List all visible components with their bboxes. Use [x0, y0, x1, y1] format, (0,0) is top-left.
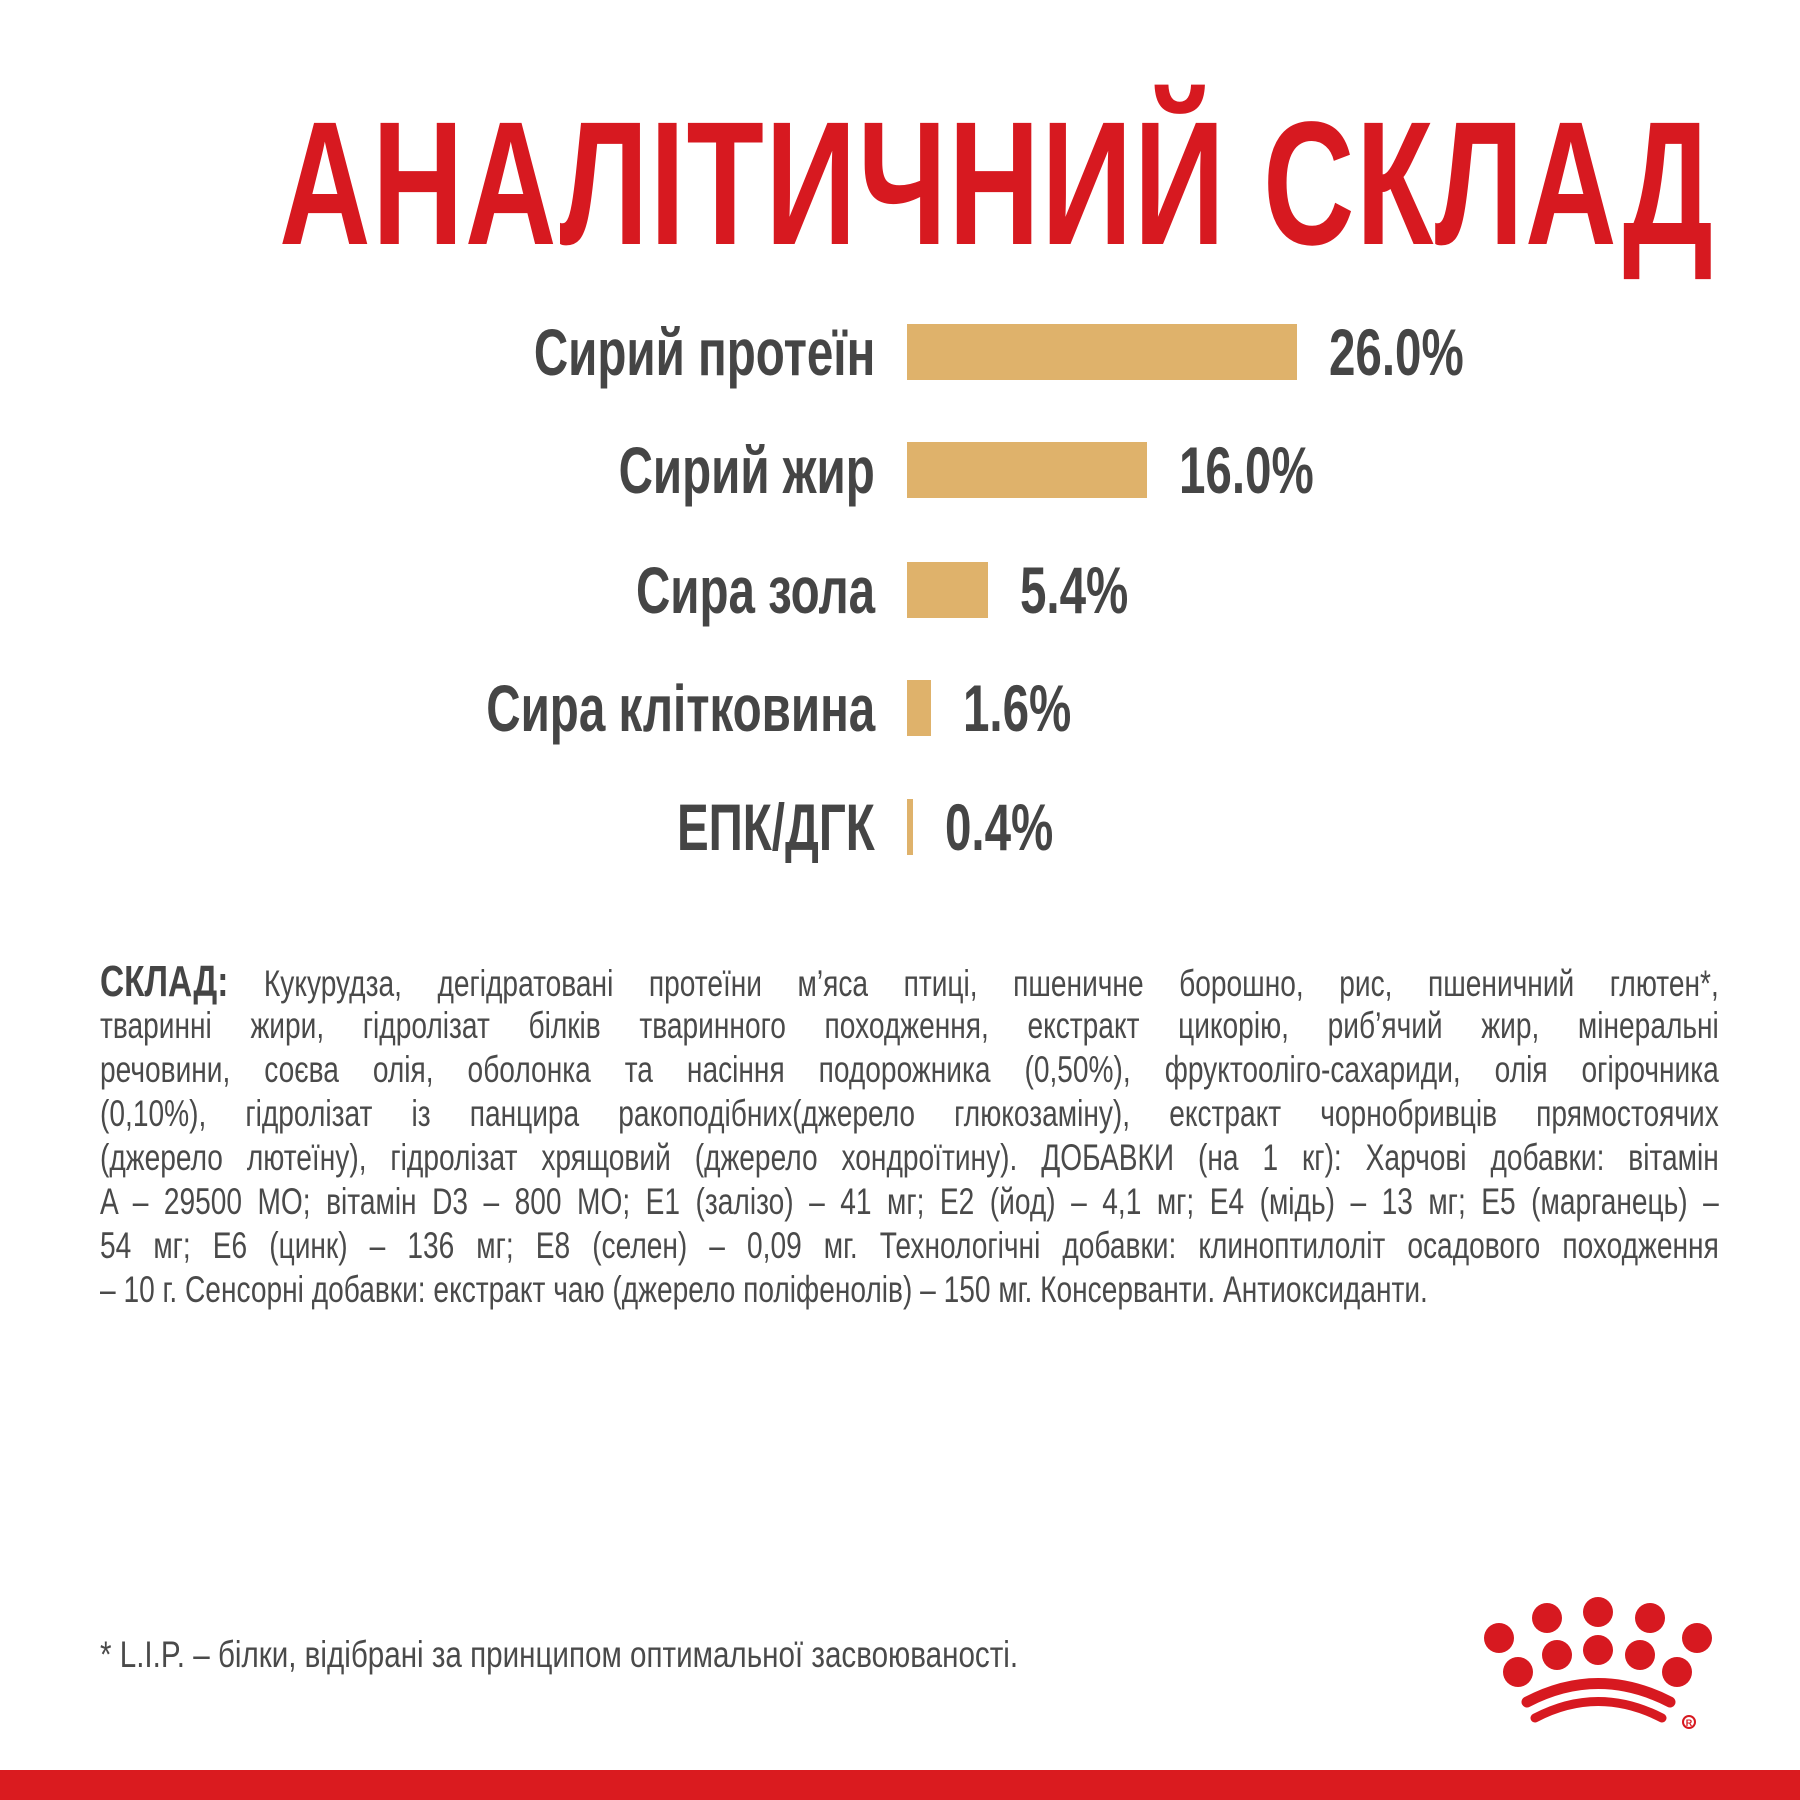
- chart-row: Сира зола 5.4%: [0, 553, 1800, 627]
- footnote: * L.I.P. – білки, відібрані за принципом…: [100, 1634, 1019, 1675]
- royal-canin-crown-logo: R: [1484, 1597, 1712, 1729]
- chart-row: ЕПК/ДГК 0.4%: [0, 790, 1800, 864]
- bar: [907, 680, 931, 736]
- composition-line: – 10 г. Сенсорні добавки: екстракт чаю (…: [100, 1269, 1428, 1310]
- composition-line: СКЛАД: Кукурудза, дегідратовані протеїни…: [100, 957, 1719, 1006]
- composition-line: A – 29500 МО; вітамін D3 – 800 МО; E1 (з…: [100, 1181, 1719, 1222]
- value-label: 5.4%: [1020, 553, 1129, 627]
- bar: [907, 442, 1147, 498]
- bar: [907, 799, 913, 855]
- category-label: Сира клітковина: [486, 671, 875, 745]
- bar: [907, 562, 988, 618]
- bottom-red-band: [0, 1770, 1800, 1800]
- composition-text: СКЛАД: Кукурудза, дегідратовані протеїни…: [100, 960, 1719, 1312]
- value-label: 16.0%: [1179, 433, 1314, 507]
- category-label: Сирий протеїн: [533, 315, 875, 389]
- category-label: ЕПК/ДГК: [677, 790, 875, 864]
- composition-line: (джерело лютеїну), гідролізат хрящовий (…: [100, 1137, 1719, 1178]
- chart-row: Сирий протеїн 26.0%: [0, 315, 1800, 389]
- value-label: 0.4%: [945, 790, 1054, 864]
- composition-line: (0,10%), гідролізат із панцира ракоподіб…: [100, 1093, 1719, 1134]
- composition-line: 54 мг; E6 (цинк) – 136 мг; E8 (селен) – …: [100, 1225, 1719, 1266]
- category-label: Сирий жир: [618, 433, 875, 507]
- value-label: 1.6%: [963, 671, 1072, 745]
- svg-text:R: R: [1686, 1718, 1693, 1728]
- chart-row: Сирий жир 16.0%: [0, 433, 1800, 507]
- composition-line: тваринні жири, гідролізат білків тваринн…: [100, 1005, 1719, 1046]
- value-label: 26.0%: [1329, 315, 1464, 389]
- bar: [907, 324, 1297, 380]
- composition-lead: СКЛАД:: [100, 957, 229, 1006]
- category-label: Сира зола: [635, 553, 875, 627]
- chart-row: Сира клітковина 1.6%: [0, 671, 1800, 745]
- page-title: АНАЛІТИЧНИЙ СКЛАД: [279, 86, 1715, 282]
- composition-line: речовини, соєва олія, оболонка та насінн…: [100, 1049, 1719, 1090]
